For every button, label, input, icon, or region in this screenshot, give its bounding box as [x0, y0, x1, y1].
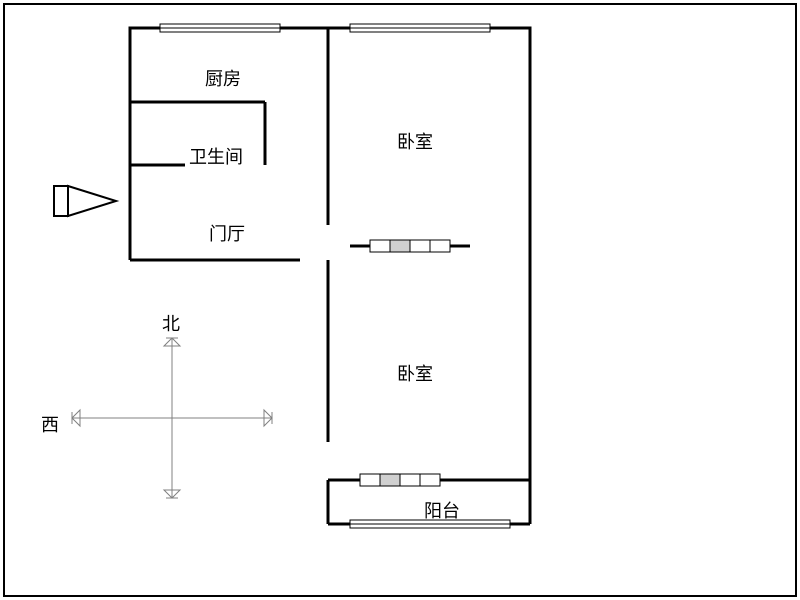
floor-plan-frame: 厨房 卫生间 门厅 卧室 卧室 阳台 北 西 [0, 0, 800, 600]
entrance-arrow-icon [68, 186, 116, 216]
outer-border [4, 4, 796, 596]
room-label-foyer: 门厅 [209, 220, 245, 246]
compass-west-label: 西 [41, 411, 59, 437]
room-label-bedroom2: 卧室 [397, 360, 433, 386]
room-label-kitchen: 厨房 [205, 65, 241, 91]
wall-0 [130, 28, 530, 480]
compass-north-label: 北 [162, 310, 180, 336]
room-label-bedroom1: 卧室 [397, 128, 433, 154]
floor-plan-svg [0, 0, 800, 600]
room-label-bathroom: 卫生间 [189, 143, 243, 169]
entrance-icon [54, 186, 68, 216]
room-label-balcony: 阳台 [424, 497, 460, 523]
